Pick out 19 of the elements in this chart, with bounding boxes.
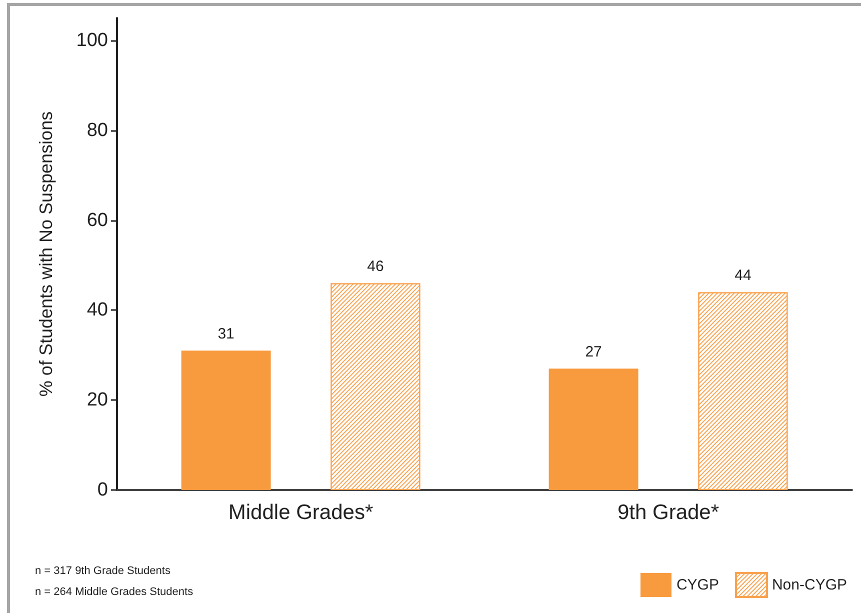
y-tick-label: 0 bbox=[97, 480, 108, 500]
data-label: 27 bbox=[585, 344, 602, 361]
x-tick-label: 9th Grade* bbox=[617, 501, 720, 524]
legend-label: CYGP bbox=[676, 576, 719, 594]
y-tick-label: 60 bbox=[86, 210, 108, 231]
bar bbox=[548, 368, 638, 490]
text: n = 317 9th Grade Students bbox=[35, 565, 170, 577]
y-tick-label: 40 bbox=[86, 300, 108, 321]
y-axis-title: % of Students with No Suspensions bbox=[36, 111, 56, 397]
data-label: 46 bbox=[367, 258, 384, 276]
y-tick-label: 80 bbox=[86, 120, 108, 141]
text: n = 264 Middle Grades Students bbox=[35, 586, 194, 598]
y-tick-label: 100 bbox=[76, 30, 108, 51]
bar bbox=[181, 350, 271, 490]
legend-label: Non-CYGP bbox=[772, 576, 848, 594]
data-label: 44 bbox=[734, 267, 752, 284]
data-label: 31 bbox=[218, 326, 234, 343]
x-tick-label: Middle Grades* bbox=[228, 501, 374, 524]
y-tick-label: 20 bbox=[86, 390, 108, 411]
